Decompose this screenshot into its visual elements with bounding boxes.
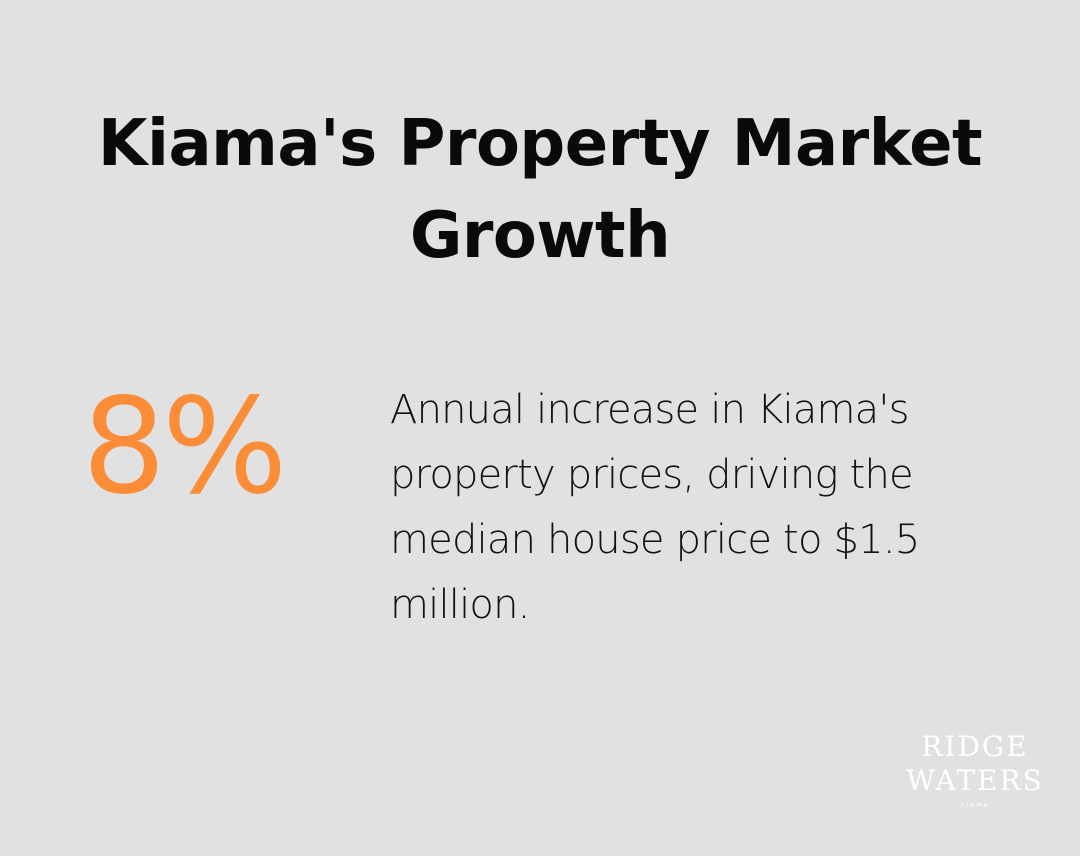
- logo-line-ridge: RIDGE: [921, 730, 1029, 763]
- logo-line-waters: WATERS: [906, 764, 1044, 797]
- brand-logo: RIDGE WATERS KIAMA: [900, 730, 1050, 809]
- stat-description: Annual increase in Kiama's property pric…: [390, 387, 920, 628]
- logo-line-kiama: KIAMA: [960, 802, 990, 809]
- stat-value: 8%: [82, 370, 287, 524]
- page-title: Kiama's Property Market Growth: [97, 107, 983, 273]
